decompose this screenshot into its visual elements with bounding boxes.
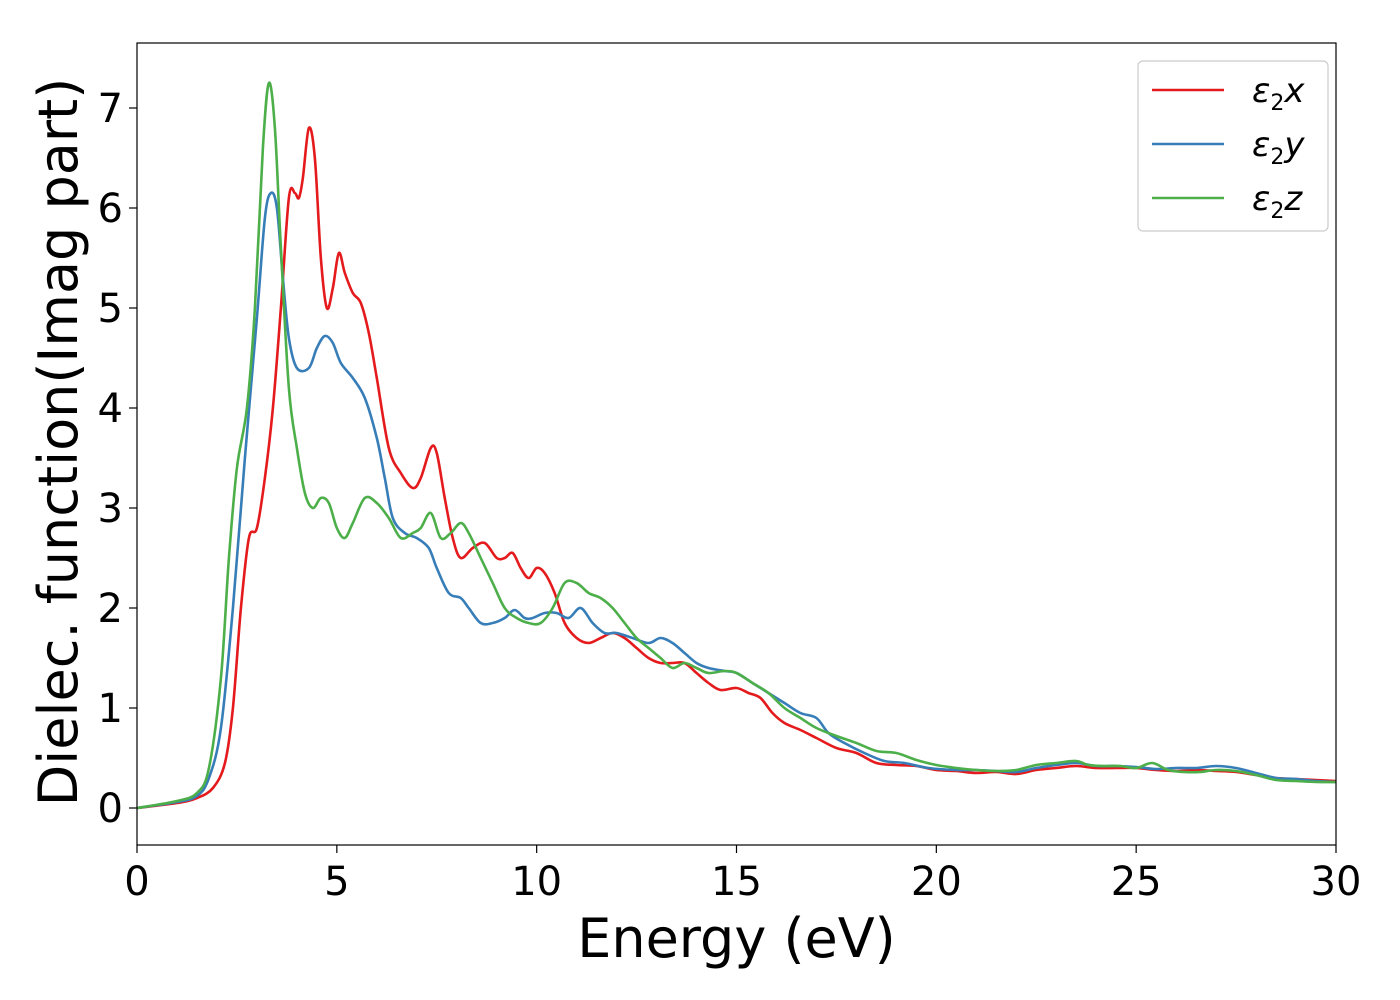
y-tick-label: 1	[98, 686, 123, 732]
series-line-z	[137, 81, 1336, 810]
y-tick-label: 5	[98, 286, 123, 332]
x-tick-label: 30	[1311, 859, 1362, 905]
series-layer	[137, 81, 1336, 810]
y-tick-label: 2	[98, 586, 123, 632]
x-tick-label: 15	[711, 859, 762, 905]
x-tick-label: 10	[511, 859, 562, 905]
y-tick-label: 3	[98, 486, 123, 532]
y-tick-label: 4	[98, 386, 123, 432]
legend: ε2x ε2y ε2z	[1137, 60, 1329, 232]
y-tick-label: 0	[98, 786, 123, 832]
legend-label-x: ε2x	[1252, 71, 1305, 116]
legend-box	[1137, 60, 1329, 232]
x-tick-label: 0	[124, 859, 149, 905]
y-axis-label: Dielec. function(Imag part)	[27, 78, 90, 807]
x-axis-ticks: 0 5 10 15 20 25 30	[124, 845, 1361, 905]
y-tick-label: 7	[98, 86, 123, 132]
series-line-y	[137, 191, 1336, 810]
legend-label-y: ε2y	[1252, 125, 1305, 170]
y-axis-ticks: 0 1 2 3 4 5 6 7	[98, 86, 137, 832]
y-tick-label: 6	[98, 186, 123, 232]
x-tick-label: 20	[911, 859, 962, 905]
x-tick-label: 5	[324, 859, 349, 905]
x-tick-label: 25	[1111, 859, 1162, 905]
legend-label-z: ε2z	[1252, 179, 1303, 224]
legend-entries: ε2x ε2y ε2z	[1152, 71, 1305, 224]
x-axis-label: Energy (eV)	[577, 907, 896, 970]
